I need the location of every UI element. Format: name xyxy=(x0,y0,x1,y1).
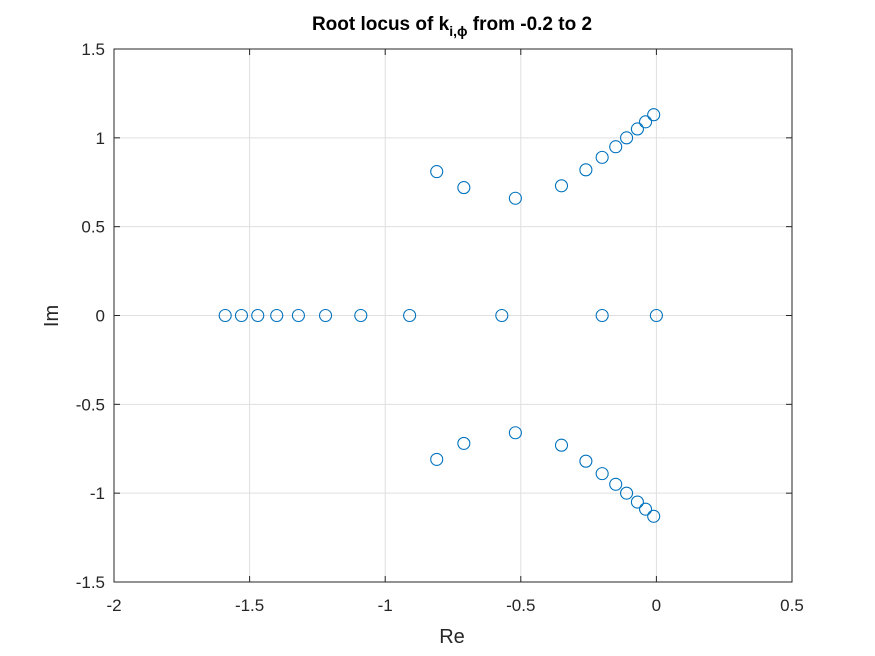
data-point xyxy=(508,426,522,440)
y-tick-label: 1.5 xyxy=(81,40,105,59)
x-tick-label: -2 xyxy=(106,596,121,615)
data-point xyxy=(457,181,471,195)
y-tick-label: -0.5 xyxy=(76,395,105,414)
x-tick-label: 0 xyxy=(652,596,661,615)
data-point xyxy=(620,486,634,500)
data-point xyxy=(639,115,653,129)
data-point xyxy=(649,308,663,323)
y-tick-label: -1.5 xyxy=(76,573,105,592)
data-point xyxy=(508,191,522,205)
data-point xyxy=(554,438,569,452)
data-point xyxy=(609,477,623,491)
x-tick-label: -1 xyxy=(378,596,393,615)
data-point xyxy=(595,467,609,481)
data-point xyxy=(403,308,417,323)
data-point xyxy=(430,165,444,179)
x-tick-label: -1.5 xyxy=(235,596,264,615)
plot-area: -2 -1.5 -1 -0.5 0 0.5-1.5-1-0.500.511.5 xyxy=(76,40,804,615)
y-tick-label: -1 xyxy=(90,484,105,503)
data-point xyxy=(354,308,368,323)
data-point xyxy=(457,436,471,450)
tick-labels: -2 -1.5 -1 -0.5 0 0.5-1.5-1-0.500.511.5 xyxy=(76,40,804,615)
data-point xyxy=(291,308,305,323)
data-point xyxy=(579,163,593,177)
chart-title-suffix: from -0.2 to 2 xyxy=(467,14,592,35)
tick-marks xyxy=(113,48,793,583)
chart-title: Root locus of ki,ϕ from -0.2 to 2 xyxy=(312,14,592,39)
chart-title-prefix: Root locus of k xyxy=(312,14,450,35)
data-point xyxy=(270,308,284,323)
data-point xyxy=(430,452,444,466)
data-point xyxy=(630,122,644,136)
data-point xyxy=(579,454,593,468)
data-point xyxy=(595,150,609,164)
data-point xyxy=(554,179,569,193)
x-axis-label: Re xyxy=(439,626,465,648)
data-point xyxy=(647,509,661,523)
data-point xyxy=(639,502,653,516)
data-point xyxy=(609,140,623,154)
y-tick-label: 0 xyxy=(96,307,105,326)
data-point xyxy=(218,308,232,323)
data-point xyxy=(318,308,333,323)
x-tick-label: 0.5 xyxy=(780,596,804,615)
chart-title-subscript: i,ϕ xyxy=(449,23,467,39)
y-axis-label: Im xyxy=(41,305,63,327)
data-point xyxy=(234,308,249,323)
data-point xyxy=(620,131,634,145)
data-point xyxy=(495,308,509,323)
data-points xyxy=(218,108,663,523)
y-tick-label: 0.5 xyxy=(81,218,105,237)
x-tick-label: -0.5 xyxy=(506,596,535,615)
data-point xyxy=(595,308,609,323)
data-point xyxy=(647,108,661,122)
data-point xyxy=(251,308,265,323)
data-point xyxy=(630,495,644,509)
y-tick-label: 1 xyxy=(96,129,105,148)
